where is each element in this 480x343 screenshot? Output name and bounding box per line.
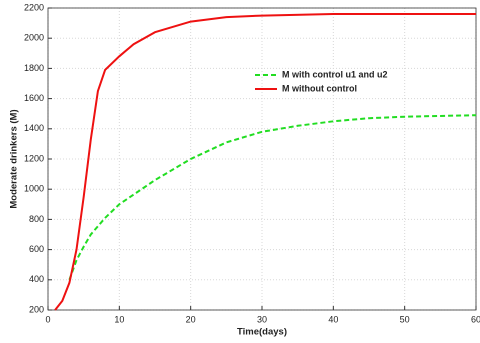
y-tick-label: 1000 — [24, 184, 44, 194]
y-tick-label: 1800 — [24, 63, 44, 73]
x-tick-label: 50 — [400, 314, 410, 324]
y-tick-label: 800 — [29, 214, 44, 224]
y-tick-label: 400 — [29, 274, 44, 284]
axes-frame — [47, 7, 477, 311]
x-tick-label: 30 — [257, 314, 267, 324]
legend-label: M with control u1 and u2 — [282, 69, 388, 79]
x-tick-label: 10 — [114, 314, 124, 324]
x-axis-label: Time(days) — [237, 327, 287, 338]
y-tick-label: 1200 — [24, 153, 44, 163]
x-tick-label: 0 — [45, 314, 50, 324]
x-tick-label: 40 — [328, 314, 338, 324]
y-tick-label: 600 — [29, 244, 44, 254]
y-tick-label: 2000 — [24, 33, 44, 43]
y-tick-label: 1600 — [24, 93, 44, 103]
series-line — [68, 114, 477, 281]
y-tick-label: 1400 — [24, 123, 44, 133]
x-tick-label: 20 — [186, 314, 196, 324]
series-line — [54, 13, 476, 311]
y-tick-label: 200 — [29, 304, 44, 314]
x-tick-label: 60 — [471, 314, 480, 324]
legend-label: M without control — [282, 83, 357, 93]
y-tick-label: 2200 — [24, 2, 44, 12]
y-axis-label: Moderate drinkers (M) — [9, 109, 20, 208]
